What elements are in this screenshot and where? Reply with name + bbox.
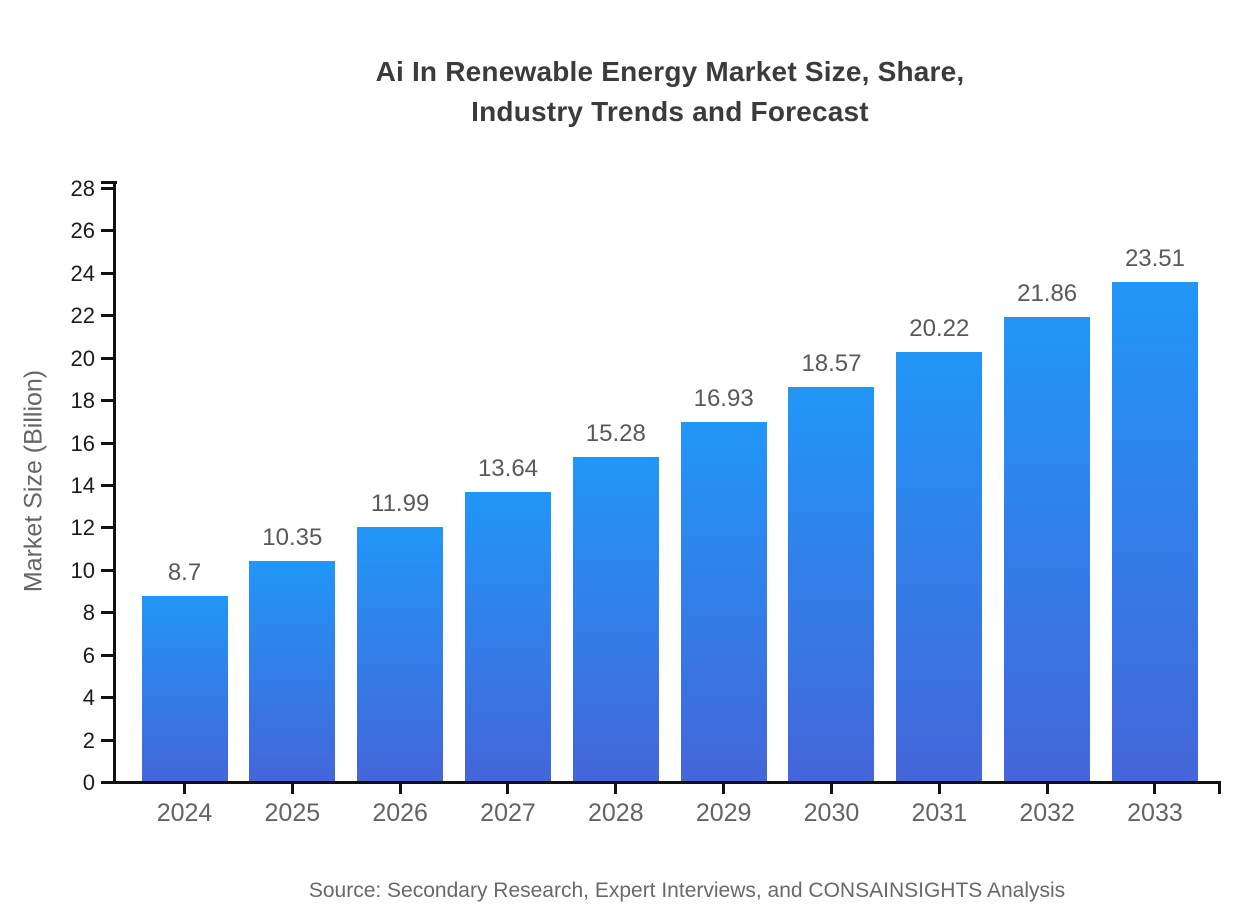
x-tick-mark	[1045, 781, 1049, 794]
source-note: Source: Secondary Research, Expert Inter…	[308, 879, 1066, 902]
y-tick-mark	[101, 314, 113, 318]
bar	[1004, 317, 1091, 781]
bar-value-label: 10.35	[262, 524, 323, 552]
y-tick-label: 18	[70, 388, 95, 414]
bar-value-label: 13.64	[477, 454, 539, 482]
y-tick-label: 16	[70, 430, 95, 456]
x-tick-label: 2026	[372, 799, 428, 827]
bar-value-label: 15.28	[585, 419, 646, 447]
y-tick-label: 20	[70, 345, 95, 371]
x-tick-label: 2025	[264, 799, 321, 827]
x-tick-mark	[614, 781, 618, 794]
x-tick-mark	[1153, 781, 1157, 794]
bar	[464, 491, 551, 781]
y-tick-label: 24	[70, 260, 95, 286]
y-tick-label: 8	[82, 600, 95, 626]
bar-value-label: 18.57	[801, 350, 862, 378]
x-axis-line	[113, 781, 1221, 784]
y-tick-label: 10	[70, 557, 95, 583]
chart-title: Ai In Renewable Energy Market Size, Shar…	[40, 52, 1260, 132]
bar-value-label: 11.99	[371, 489, 430, 517]
y-axis-end-cap	[101, 181, 117, 184]
bar-value-label: 16.93	[693, 384, 754, 412]
y-tick-label: 22	[70, 303, 95, 329]
y-tick-mark	[101, 696, 113, 700]
bar	[572, 456, 659, 781]
x-tick-mark	[183, 781, 186, 794]
y-tick-mark	[101, 271, 113, 275]
y-tick-mark	[101, 187, 113, 190]
x-axis-end-cap	[1218, 781, 1221, 794]
y-tick-mark	[101, 568, 113, 572]
bar	[680, 421, 767, 781]
y-tick-label: 0	[82, 770, 95, 795]
chart-title-line-2: Industry Trends and Forecast	[471, 96, 869, 127]
y-tick-label: 2	[82, 727, 95, 753]
bar-value-label: 23.51	[1124, 245, 1185, 273]
y-tick-label: 28	[70, 176, 95, 201]
y-tick-mark	[101, 653, 113, 657]
y-tick-mark	[101, 229, 113, 233]
x-tick-mark	[722, 781, 726, 794]
y-tick-mark	[101, 781, 113, 784]
bar-value-label: 8.7	[167, 559, 202, 587]
x-tick-mark	[829, 781, 833, 794]
bar-value-label: 20.22	[909, 315, 970, 343]
y-tick-label: 14	[70, 473, 95, 498]
y-tick-label: 26	[70, 218, 95, 244]
bar-value-label: 21.86	[1017, 280, 1078, 308]
y-tick-label: 4	[82, 685, 95, 711]
x-tick-label: 2030	[803, 799, 860, 827]
x-tick-label: 2031	[911, 799, 968, 827]
y-tick-mark	[101, 526, 113, 530]
y-axis-line	[113, 181, 116, 784]
bar	[788, 387, 875, 781]
y-tick-mark	[101, 399, 113, 403]
chart-title-line-1: Ai In Renewable Energy Market Size, Shar…	[375, 56, 965, 87]
x-tick-label: 2029	[695, 799, 752, 827]
y-tick-mark	[101, 738, 113, 742]
y-tick-mark	[101, 441, 113, 445]
x-tick-mark	[290, 781, 294, 794]
x-tick-mark	[506, 781, 510, 794]
plot-area: 0 2 4 6 8 10 12 14 16 18 20 22 24 26 28 8.7 2024 10.35 202…	[71, 177, 1221, 827]
bar	[357, 526, 444, 781]
bar	[249, 561, 336, 781]
x-tick-label: 2032	[1019, 799, 1075, 827]
y-tick-label: 6	[82, 642, 95, 668]
bar	[896, 352, 983, 781]
x-tick-label: 2028	[588, 799, 644, 827]
x-tick-mark	[398, 781, 402, 794]
x-tick-label: 2033	[1127, 799, 1183, 827]
y-tick-mark	[101, 611, 113, 615]
x-tick-label: 2024	[156, 799, 213, 827]
y-tick-mark	[101, 356, 113, 360]
bar	[141, 596, 228, 781]
x-tick-label: 2027	[480, 799, 536, 827]
y-tick-label: 12	[70, 515, 95, 541]
bar	[1111, 282, 1198, 781]
y-tick-mark	[101, 484, 113, 487]
x-tick-mark	[937, 781, 941, 794]
